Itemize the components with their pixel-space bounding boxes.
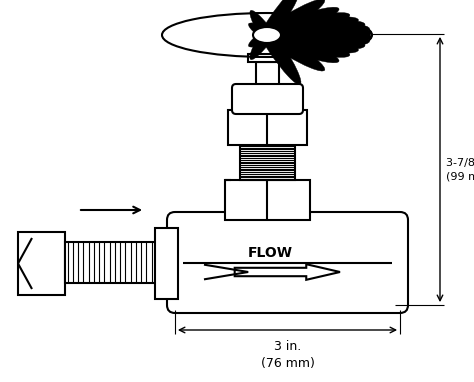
Bar — [228, 110, 307, 145]
Ellipse shape — [263, 13, 350, 38]
Bar — [65, 242, 170, 283]
FancyBboxPatch shape — [167, 212, 408, 313]
Ellipse shape — [250, 10, 301, 85]
Bar — [225, 180, 310, 220]
Ellipse shape — [255, 29, 339, 63]
Ellipse shape — [263, 32, 350, 57]
Bar — [248, 54, 287, 62]
Ellipse shape — [281, 23, 369, 39]
FancyBboxPatch shape — [232, 84, 303, 114]
Text: 3 in.
(76 mm): 3 in. (76 mm) — [261, 340, 314, 370]
Bar — [18, 232, 65, 295]
Ellipse shape — [283, 26, 372, 41]
Ellipse shape — [255, 7, 339, 41]
Ellipse shape — [276, 20, 365, 38]
Ellipse shape — [271, 17, 358, 37]
Ellipse shape — [281, 31, 369, 47]
Bar — [256, 62, 279, 88]
Bar — [155, 228, 178, 299]
Bar — [240, 145, 295, 180]
Ellipse shape — [276, 32, 365, 50]
Text: 3-7/8 in.
(99 mm): 3-7/8 in. (99 mm) — [446, 158, 474, 181]
Ellipse shape — [248, 0, 325, 47]
Ellipse shape — [271, 32, 358, 53]
Ellipse shape — [250, 0, 301, 60]
Ellipse shape — [283, 29, 372, 44]
Ellipse shape — [253, 27, 281, 43]
Ellipse shape — [248, 23, 325, 71]
Text: FLOW: FLOW — [247, 246, 292, 260]
